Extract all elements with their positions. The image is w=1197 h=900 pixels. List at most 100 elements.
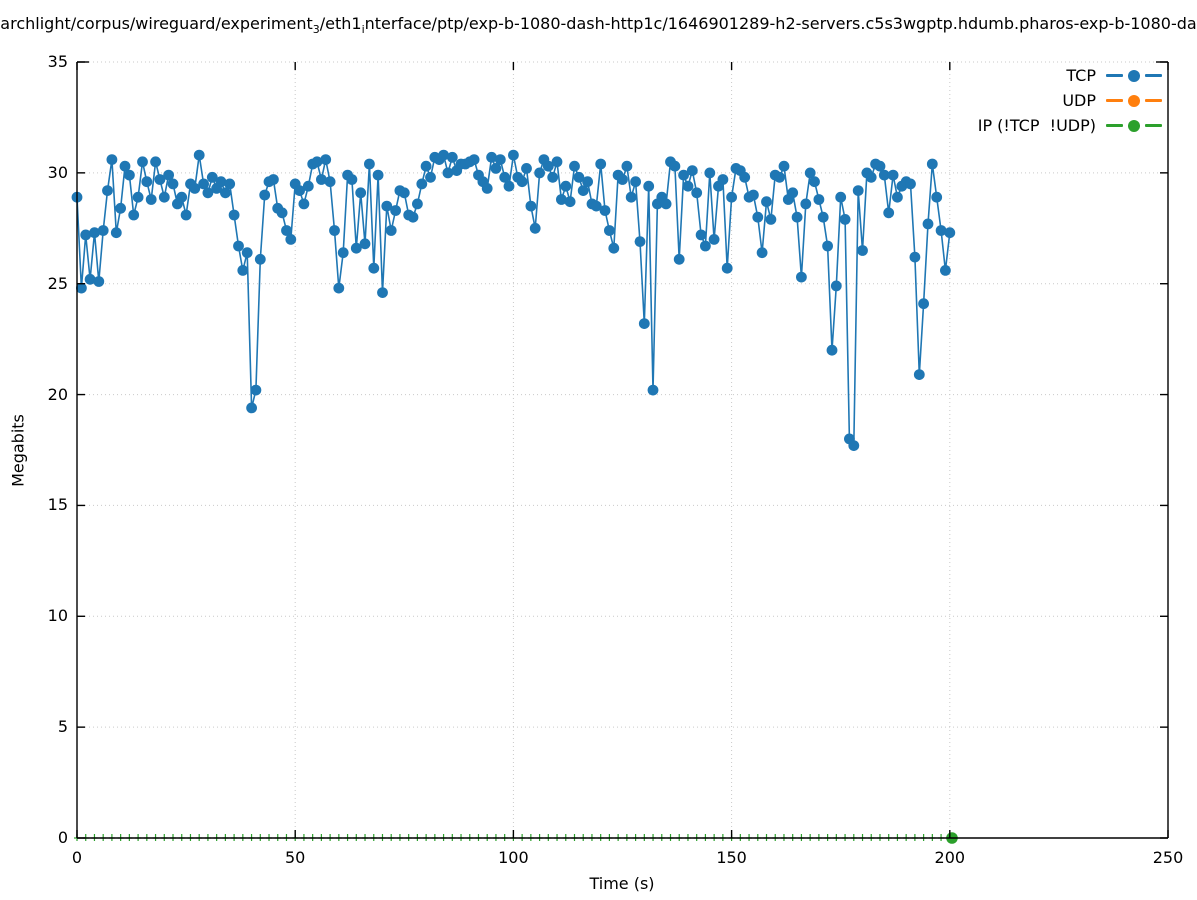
tcp-point <box>604 225 615 236</box>
tcp-point <box>220 187 231 199</box>
tcp-point <box>110 227 122 239</box>
chart-title-part: archlight/corpus/wireguard/experiment <box>0 14 313 33</box>
tcp-point <box>721 262 733 274</box>
y-tick-label: 35 <box>47 52 68 71</box>
tcp-point <box>547 171 559 183</box>
tcp-point <box>590 200 602 212</box>
tcp-point <box>595 158 607 170</box>
tcp-point <box>739 171 751 183</box>
tcp-point <box>76 282 87 294</box>
chart-title-part: nterface/ptp/exp-b-1080-dash-http1c/1646… <box>364 14 1197 33</box>
tcp-point <box>809 176 820 188</box>
tcp-point <box>835 191 847 203</box>
tcp-point <box>329 225 340 236</box>
tcp-point <box>320 154 332 166</box>
tcp-point <box>516 176 528 188</box>
tcp-point <box>817 211 829 223</box>
tcp-point <box>804 167 816 179</box>
tcp-point <box>909 251 921 263</box>
tcp-point <box>826 344 838 356</box>
tcp-point <box>84 273 96 285</box>
tcp-point <box>198 178 210 190</box>
legend-label: UDP <box>1062 91 1096 110</box>
tcp-point <box>822 240 833 252</box>
tcp-point <box>621 160 633 172</box>
legend: TCP UDP IP (!TCP !UDP) <box>978 63 1162 138</box>
tcp-point <box>276 207 288 219</box>
legend-sample <box>1106 94 1162 107</box>
tcp-point <box>700 240 711 252</box>
tcp-point <box>913 369 925 380</box>
tcp-point <box>189 183 201 194</box>
y-tick-label: 10 <box>47 606 68 626</box>
legend-label: IP (!TCP !UDP) <box>977 116 1096 135</box>
tcp-point <box>438 149 449 161</box>
legend-row-ip: IP (!TCP !UDP) <box>978 113 1162 138</box>
tcp-point <box>660 198 672 210</box>
tcp-point <box>294 185 305 197</box>
tcp-point <box>298 198 310 210</box>
y-tick-label: 25 <box>47 273 68 293</box>
tcp-point <box>372 169 384 181</box>
tcp-point <box>556 194 567 205</box>
tcp-point <box>311 156 323 168</box>
y-tick-label: 20 <box>47 384 68 404</box>
tcp-point <box>508 149 519 161</box>
x-axis-title: Time (s) <box>589 874 655 893</box>
tcp-point <box>333 282 345 294</box>
tcp-point <box>202 187 214 199</box>
tcp-point <box>944 227 956 239</box>
tcp-point <box>215 176 227 188</box>
tcp-point <box>695 229 707 241</box>
x-tick-label: 100 <box>498 848 529 867</box>
tcp-point <box>355 187 367 199</box>
x-tick-label: 0 <box>71 848 83 867</box>
tcp-point <box>224 178 236 190</box>
tcp-point <box>490 163 502 174</box>
tcp-point <box>529 222 541 234</box>
legend-line-icon <box>1106 99 1123 102</box>
tcp-point <box>839 214 851 225</box>
tcp-point <box>481 183 493 194</box>
tcp-point <box>748 189 759 201</box>
tcp-point <box>193 149 205 161</box>
tcp-point <box>425 171 436 183</box>
legend-line-icon <box>1106 74 1123 77</box>
tcp-point <box>237 265 249 276</box>
tcp-point <box>935 225 947 236</box>
tcp-point <box>883 207 895 219</box>
tcp-point <box>154 174 166 185</box>
tcp-point <box>503 180 515 192</box>
tcp-point <box>682 180 694 192</box>
tcp-point <box>89 227 100 239</box>
tcp-point <box>830 280 842 292</box>
tcp-point <box>368 262 380 274</box>
tcp-point <box>813 194 825 205</box>
tcp-point <box>390 205 401 216</box>
tcp-point <box>569 160 580 172</box>
tcp-point <box>887 169 899 181</box>
tcp-point <box>756 247 768 259</box>
tcp-point <box>132 191 144 203</box>
tcp-point <box>643 180 655 192</box>
tcp-point <box>878 169 890 181</box>
tcp-point <box>145 194 157 205</box>
tcp-point <box>350 242 362 254</box>
tcp-point <box>241 247 253 259</box>
chart-title-subscript: i <box>361 23 365 36</box>
tcp-point <box>398 187 410 199</box>
tcp-point <box>865 171 877 183</box>
tcp-point <box>359 238 371 250</box>
y-tick-label: 0 <box>57 828 68 847</box>
tcp-point <box>486 151 497 163</box>
tcp-point <box>364 158 375 170</box>
tcp-point <box>324 176 336 188</box>
legend-label: TCP <box>1066 66 1096 85</box>
legend-marker-icon <box>1128 119 1140 132</box>
tcp-point <box>678 169 689 181</box>
chart-title-subscript: 3 <box>312 23 320 36</box>
tcp-point <box>564 196 576 208</box>
tcp-point <box>281 225 292 236</box>
tcp-point <box>778 160 790 172</box>
